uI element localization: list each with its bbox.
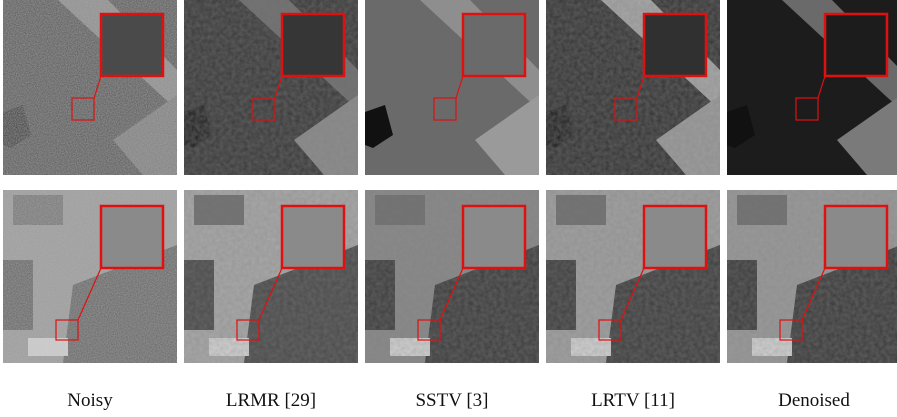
field	[571, 338, 611, 356]
zoom-box	[282, 206, 344, 268]
image-tile	[3, 0, 177, 175]
zoom-box	[282, 14, 344, 76]
zoom-box	[825, 14, 887, 76]
zoom-box	[463, 206, 525, 268]
field	[194, 195, 244, 225]
column-label: LRMR [29]	[226, 390, 316, 411]
zoom-box	[101, 14, 163, 76]
dark-region	[3, 260, 33, 330]
field	[390, 338, 430, 356]
dark-region	[546, 260, 576, 330]
column-label: LRTV [11]	[591, 390, 675, 411]
column-label: Denoised	[778, 390, 850, 411]
dark-region	[727, 260, 757, 330]
zoom-box	[644, 14, 706, 76]
field	[375, 195, 425, 225]
image-tile	[184, 190, 358, 363]
dark-region	[184, 260, 214, 330]
figure: Noisy LRMR [29] SSTV [3] LRTV [11] Denoised	[0, 0, 897, 417]
zoom-box	[463, 14, 525, 76]
image-tile	[184, 0, 358, 175]
zoom-box	[825, 206, 887, 268]
zoom-box	[644, 206, 706, 268]
image-tile	[727, 190, 897, 363]
field	[752, 338, 792, 356]
image-tile	[546, 0, 720, 175]
image-tile	[3, 190, 177, 363]
field	[209, 338, 249, 356]
image-tile	[546, 190, 720, 363]
field	[556, 195, 606, 225]
image-tile	[365, 190, 539, 363]
image-tile	[365, 0, 539, 175]
field	[737, 195, 787, 225]
dark-region	[365, 260, 395, 330]
zoom-box	[101, 206, 163, 268]
field	[13, 195, 63, 225]
image-tile	[727, 0, 897, 175]
field	[28, 338, 68, 356]
column-label: SSTV [3]	[415, 390, 488, 411]
column-label: Noisy	[67, 390, 113, 411]
